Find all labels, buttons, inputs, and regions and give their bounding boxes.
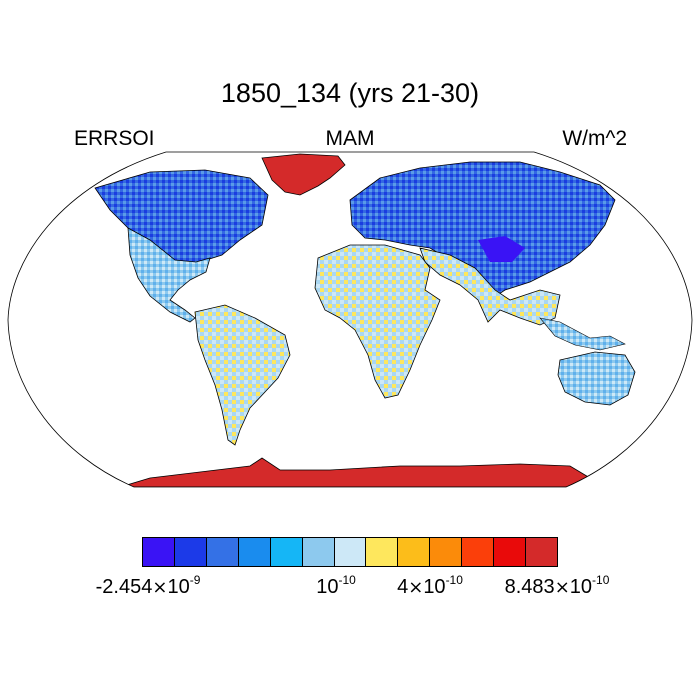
colorbar-box-11 xyxy=(493,537,526,567)
colorbar-box-8 xyxy=(397,537,430,567)
colorbar-box-9 xyxy=(429,537,462,567)
colorbar-box-5 xyxy=(301,537,334,567)
units-label: W/m^2 xyxy=(562,127,627,150)
colorbar-box-4 xyxy=(269,537,302,567)
map-title: 1850_134 (yrs 21-30) xyxy=(220,78,480,108)
season-label: MAM xyxy=(325,127,375,150)
colorbar-label-2: 10-10 xyxy=(316,573,356,598)
land-eurasia xyxy=(349,161,616,301)
land-antarctica xyxy=(119,457,602,487)
land-australia xyxy=(557,351,636,406)
colorbar-box-10 xyxy=(461,537,494,567)
land-africa xyxy=(314,244,441,399)
colorbar-box-3 xyxy=(237,537,270,567)
colorbar-box-2 xyxy=(205,537,238,567)
colorbar-box-7 xyxy=(365,537,398,567)
colorbar-box-6 xyxy=(333,537,366,567)
land-south-asia xyxy=(419,247,561,326)
region-tibet xyxy=(478,236,525,262)
colorbar-box-1 xyxy=(173,537,206,567)
colorbar xyxy=(142,537,558,567)
colorbar-label-3: 4×10-10 xyxy=(397,573,463,598)
variable-label: ERRSOI xyxy=(74,127,155,150)
colorbar-label-max: 8.483×10-10 xyxy=(504,573,610,598)
land-central-america xyxy=(127,227,211,323)
globe-outline xyxy=(7,151,693,488)
land-maritime-asia xyxy=(539,317,626,351)
colorbar-box-12 xyxy=(525,537,558,567)
land-south-america xyxy=(194,304,291,446)
colorbar-box-0 xyxy=(142,537,174,567)
land-greenland xyxy=(261,153,346,196)
colorbar-label-min: -2.454×10-9 xyxy=(95,573,201,598)
